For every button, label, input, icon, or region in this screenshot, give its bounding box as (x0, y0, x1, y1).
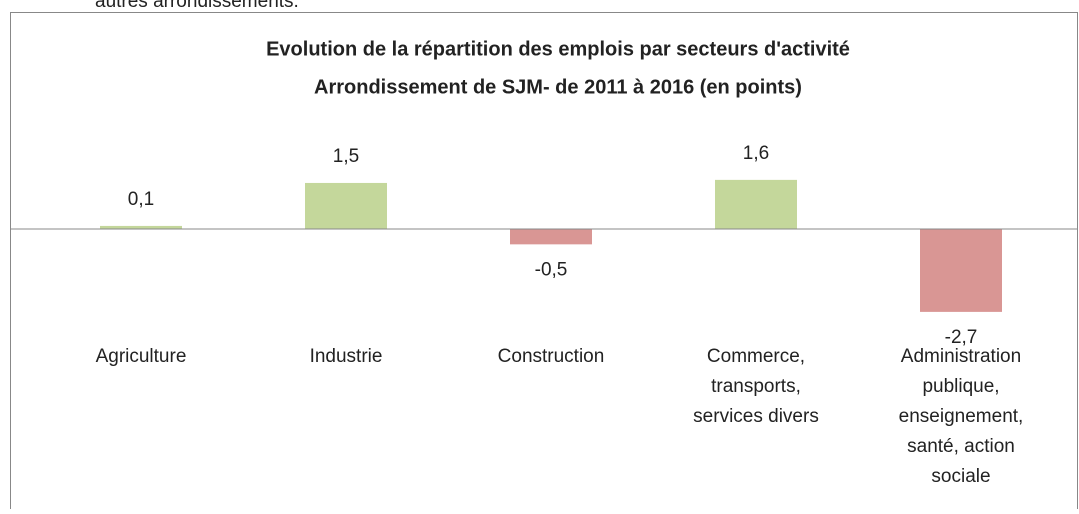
bar (100, 225, 182, 229)
data-label: 0,1 (128, 189, 154, 210)
bar (920, 229, 1002, 312)
x-tick-label: transports, (711, 376, 801, 397)
x-tick-label: Administration (901, 346, 1021, 367)
x-tick-label: Agriculture (96, 346, 187, 367)
x-tick-label: enseignement, (899, 406, 1024, 427)
data-label: 1,5 (333, 146, 359, 167)
data-label: -2,7 (945, 327, 978, 348)
x-tick-label: Industrie (310, 346, 383, 367)
x-tick-label: santé, action (907, 436, 1015, 457)
document-text: autres arrondissements. (95, 0, 299, 12)
chart-title: Arrondissement de SJM- de 2011 à 2016 (e… (314, 76, 802, 98)
chart-frame (10, 12, 1078, 514)
x-tick-label: publique, (922, 376, 999, 397)
x-tick-label: services divers (693, 406, 819, 427)
bar (715, 179, 797, 229)
x-tick-label: Commerce, (707, 346, 805, 367)
data-label: -0,5 (535, 259, 568, 280)
data-label: 1,6 (743, 143, 769, 164)
x-tick-label: sociale (931, 466, 990, 487)
bar (305, 182, 387, 229)
bar (510, 229, 592, 245)
chart-title: Evolution de la répartition des emplois … (266, 38, 850, 60)
x-tick-label: Construction (498, 346, 605, 367)
